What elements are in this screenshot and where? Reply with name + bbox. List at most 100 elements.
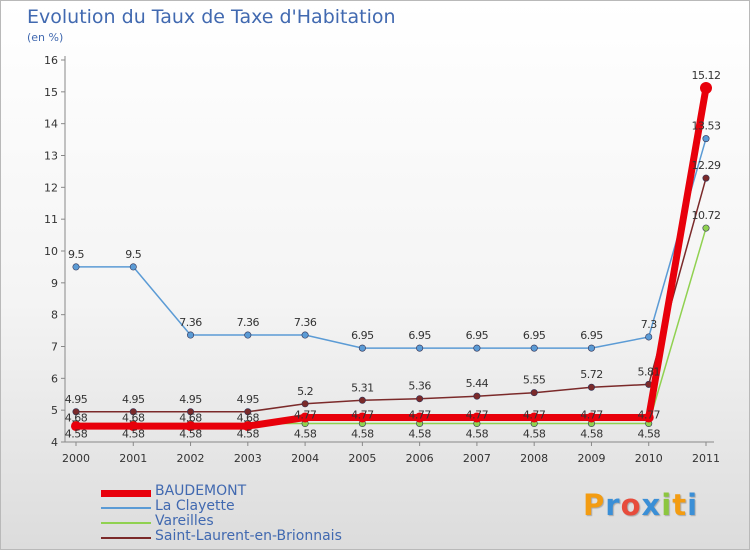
data-label: 4.68 <box>179 411 202 424</box>
series-point-0 <box>529 412 540 423</box>
y-tick-label: 7 <box>51 341 58 354</box>
y-tick-label: 16 <box>44 54 58 67</box>
data-label: 4.58 <box>237 428 260 441</box>
series-point-1 <box>416 344 424 352</box>
series-point-1 <box>301 331 309 339</box>
x-tick-label: 2001 <box>119 452 147 465</box>
data-label: 4.77 <box>408 408 431 421</box>
data-label: 4.77 <box>637 408 660 421</box>
x-tick-label: 2002 <box>177 452 205 465</box>
data-label: 4.95 <box>122 393 145 406</box>
series-point-0 <box>242 421 253 432</box>
data-label: 4.58 <box>179 428 202 441</box>
data-label: 4.68 <box>65 411 88 424</box>
y-tick-label: 13 <box>44 150 58 163</box>
x-tick-label: 2011 <box>692 452 720 465</box>
series-point-3 <box>129 408 137 416</box>
chart-title: Evolution du Taux de Taxe d'Habitation <box>27 6 396 28</box>
series-point-3 <box>301 400 309 408</box>
series-point-3 <box>358 396 366 404</box>
series-point-3 <box>416 395 424 403</box>
data-label: 5.81 <box>637 365 660 378</box>
legend-label: Vareilles <box>155 513 214 529</box>
x-tick-label: 2009 <box>577 452 605 465</box>
series-point-3 <box>244 408 252 416</box>
data-label: 4.95 <box>237 393 260 406</box>
data-label: 5.2 <box>297 385 313 398</box>
data-label: 4.95 <box>65 393 88 406</box>
series-line-0 <box>76 87 710 430</box>
x-tick-label: 2003 <box>234 452 262 465</box>
x-tick-label: 2000 <box>62 452 90 465</box>
data-label: 9.5 <box>125 248 141 261</box>
data-label: 4.58 <box>122 428 145 441</box>
data-label: 6.95 <box>523 329 546 342</box>
data-label: 4.58 <box>637 428 660 441</box>
data-label: 7.36 <box>294 316 317 329</box>
series-point-1 <box>72 263 80 271</box>
y-tick-label: 4 <box>51 436 58 449</box>
legend-item: Vareilles <box>101 513 381 531</box>
series-point-1 <box>645 333 653 341</box>
series-point-2 <box>702 224 710 232</box>
data-label: 10.72 <box>692 209 721 222</box>
y-tick-label: 6 <box>51 372 58 385</box>
legend-swatch <box>101 489 151 497</box>
series-point-0 <box>357 412 368 423</box>
data-label: 4.77 <box>294 408 317 421</box>
series-point-0 <box>128 421 139 432</box>
series-point-0 <box>471 412 482 423</box>
series-point-0 <box>643 412 654 423</box>
data-label: 15.12 <box>692 69 721 82</box>
legend-label: Saint-Laurent-en-Brionnais <box>155 528 342 544</box>
series-point-0 <box>700 82 712 95</box>
x-tick-label: 2005 <box>348 452 376 465</box>
data-label: 4.58 <box>65 428 88 441</box>
series-point-3 <box>702 174 710 182</box>
series-point-1 <box>244 331 252 339</box>
data-label: 6.95 <box>351 329 374 342</box>
data-label: 6.95 <box>466 329 489 342</box>
x-tick-label: 2007 <box>463 452 491 465</box>
series-point-3 <box>587 383 595 391</box>
series-point-1 <box>702 135 710 143</box>
y-tick-label: 10 <box>44 245 58 258</box>
x-tick-label: 2010 <box>635 452 663 465</box>
data-label: 4.68 <box>237 411 260 424</box>
y-tick-label: 12 <box>44 181 58 194</box>
series-point-1 <box>530 344 538 352</box>
data-label: 4.58 <box>351 428 374 441</box>
series-line-2 <box>76 227 707 425</box>
legend-item: BAUDEMONT <box>101 483 381 501</box>
legend-swatch <box>101 522 151 524</box>
x-tick-label: 2006 <box>406 452 434 465</box>
x-tick-label: 2004 <box>291 452 319 465</box>
data-label: 5.36 <box>408 380 431 393</box>
series-line-3 <box>76 177 707 413</box>
legend-item: La Clayette <box>101 498 381 516</box>
data-label: 4.68 <box>122 411 145 424</box>
series-point-1 <box>129 263 137 271</box>
series-point-1 <box>473 344 481 352</box>
series-point-1 <box>358 344 366 352</box>
data-label: 4.58 <box>408 428 431 441</box>
proxiti-logo: Proxiti <box>583 488 699 522</box>
legend-label: BAUDEMONT <box>155 483 247 499</box>
data-label: 4.77 <box>523 408 546 421</box>
y-tick-label: 11 <box>44 213 58 226</box>
data-label: 7.3 <box>641 318 657 331</box>
series-point-0 <box>185 421 196 432</box>
data-label: 7.36 <box>179 316 202 329</box>
data-label: 7.36 <box>237 316 260 329</box>
y-tick-label: 9 <box>51 277 58 290</box>
series-point-0 <box>71 421 81 432</box>
data-label: 9.5 <box>68 248 84 261</box>
y-tick-label: 8 <box>51 309 58 322</box>
legend-swatch <box>101 507 151 509</box>
data-label: 5.72 <box>580 368 603 381</box>
series-point-1 <box>187 331 195 339</box>
data-label: 4.58 <box>580 428 603 441</box>
series-point-0 <box>300 412 311 423</box>
